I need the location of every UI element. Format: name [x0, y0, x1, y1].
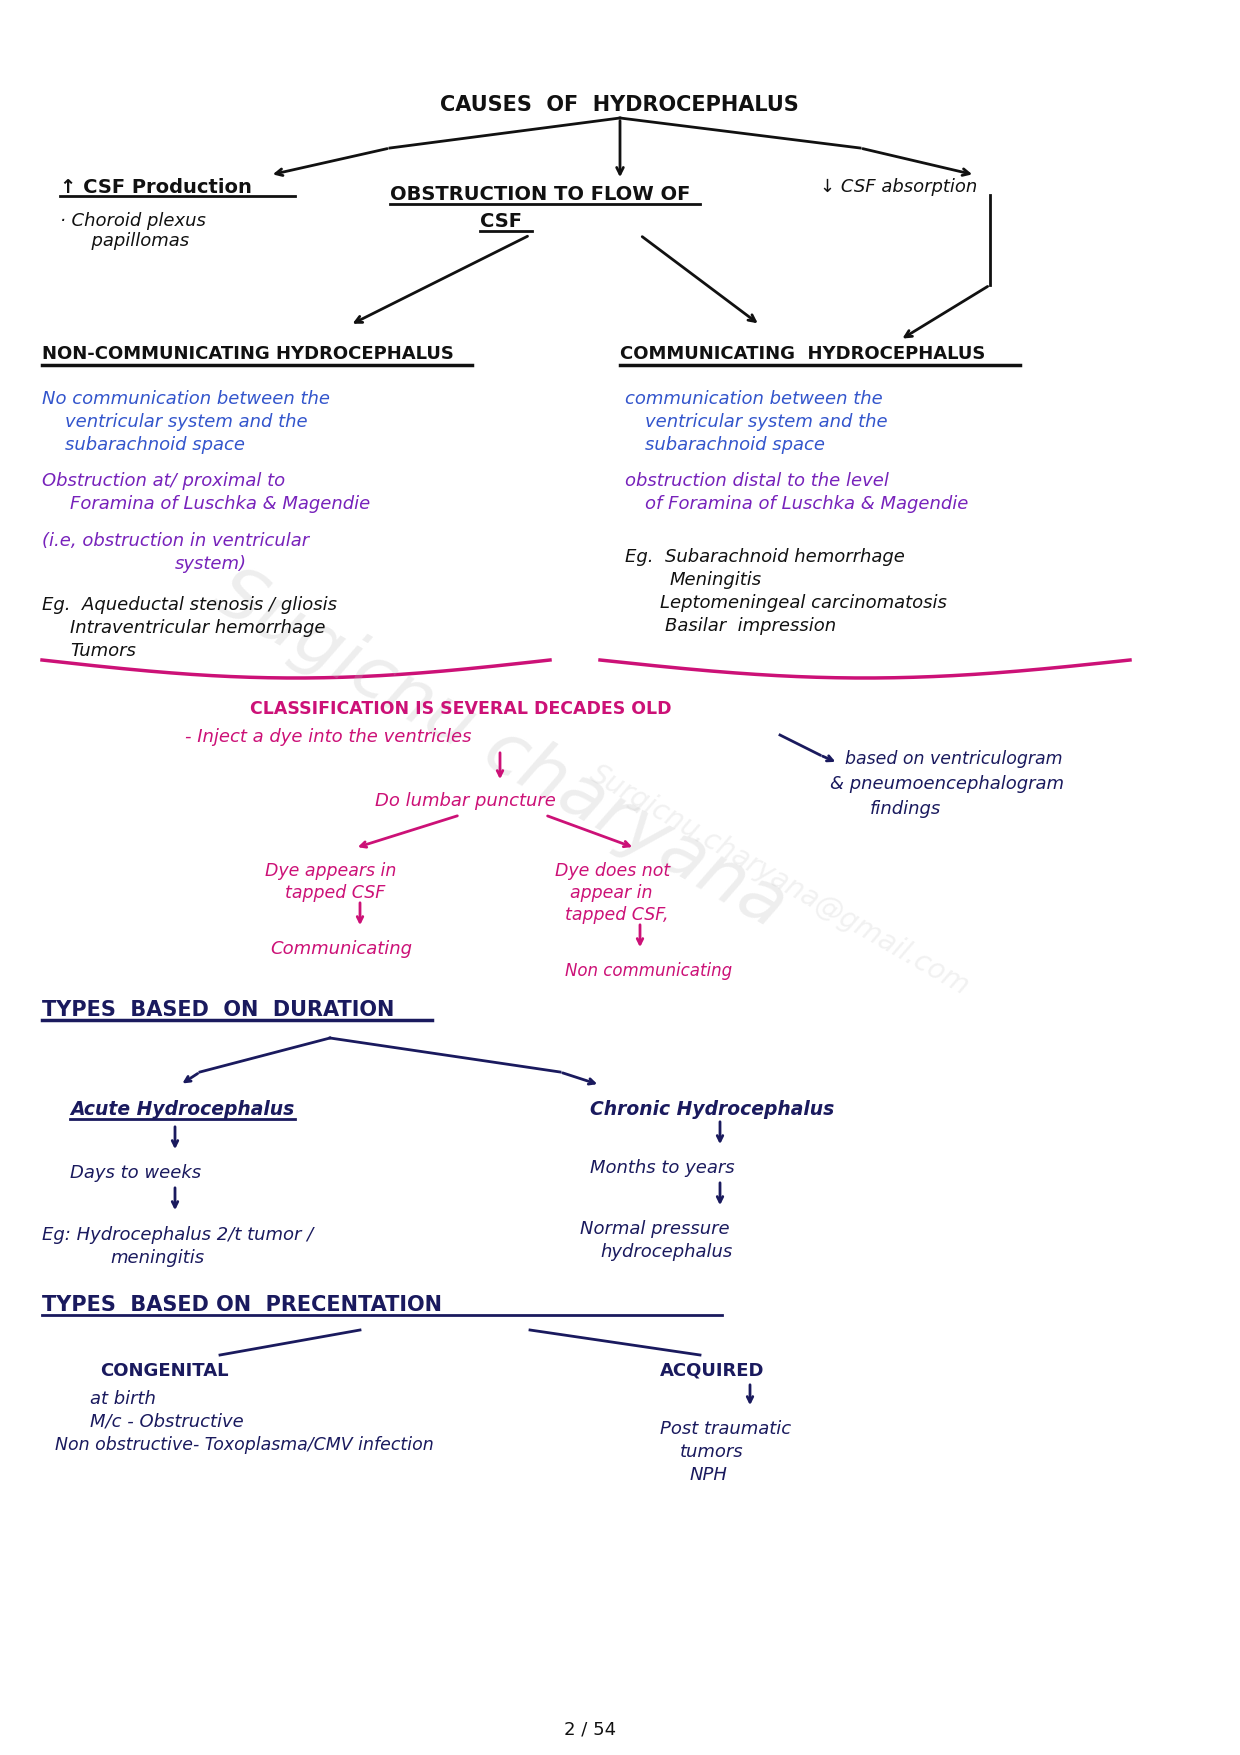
Text: (i.e, obstruction in ventricular: (i.e, obstruction in ventricular [42, 532, 309, 549]
Text: tumors: tumors [680, 1443, 744, 1460]
Text: subarachnoid space: subarachnoid space [645, 435, 825, 455]
Text: ventricular system and the: ventricular system and the [64, 412, 308, 432]
Text: · Choroid plexus: · Choroid plexus [60, 212, 206, 230]
Text: Post traumatic: Post traumatic [660, 1420, 791, 1437]
Text: appear in: appear in [570, 885, 652, 902]
Text: NPH: NPH [689, 1465, 728, 1485]
Text: tapped CSF,: tapped CSF, [565, 906, 668, 923]
Text: Non communicating: Non communicating [565, 962, 732, 979]
Text: CLASSIFICATION IS SEVERAL DECADES OLD: CLASSIFICATION IS SEVERAL DECADES OLD [250, 700, 672, 718]
Text: ↑ CSF Production: ↑ CSF Production [60, 177, 252, 197]
Text: Intraventricular hemorrhage: Intraventricular hemorrhage [69, 620, 325, 637]
Text: ACQUIRED: ACQUIRED [660, 1362, 765, 1379]
Text: communication between the: communication between the [625, 390, 883, 407]
Text: CAUSES  OF  HYDROCEPHALUS: CAUSES OF HYDROCEPHALUS [440, 95, 799, 116]
Text: Tumors: Tumors [69, 642, 136, 660]
Text: Leptomeningeal carcinomatosis: Leptomeningeal carcinomatosis [660, 593, 947, 612]
Text: of Foramina of Luschka & Magendie: of Foramina of Luschka & Magendie [645, 495, 968, 512]
Text: & pneumoencephalogram: & pneumoencephalogram [830, 776, 1064, 793]
Text: - Inject a dye into the ventricles: - Inject a dye into the ventricles [185, 728, 471, 746]
Text: No communication between the: No communication between the [42, 390, 330, 407]
Text: TYPES  BASED  ON  DURATION: TYPES BASED ON DURATION [42, 1000, 394, 1020]
Text: Do lumbar puncture: Do lumbar puncture [374, 792, 556, 811]
Text: Eg: Hydrocephalus 2/t tumor /: Eg: Hydrocephalus 2/t tumor / [42, 1227, 314, 1244]
Text: findings: findings [870, 800, 941, 818]
Text: ventricular system and the: ventricular system and the [645, 412, 888, 432]
Text: ↓ CSF absorption: ↓ CSF absorption [820, 177, 977, 197]
Text: Months to years: Months to years [590, 1158, 734, 1178]
Text: system): system) [175, 555, 247, 572]
Text: CONGENITAL: CONGENITAL [100, 1362, 228, 1379]
Text: subarachnoid space: subarachnoid space [64, 435, 246, 455]
Text: CSF: CSF [480, 212, 522, 232]
Text: Normal pressure: Normal pressure [580, 1220, 729, 1237]
Text: TYPES  BASED ON  PRECENTATION: TYPES BASED ON PRECENTATION [42, 1295, 441, 1314]
Text: Chronic Hydrocephalus: Chronic Hydrocephalus [590, 1100, 835, 1120]
Text: Eg.  Aqueductal stenosis / gliosis: Eg. Aqueductal stenosis / gliosis [42, 597, 337, 614]
Text: at birth: at birth [91, 1390, 156, 1408]
Text: Foramina of Luschka & Magendie: Foramina of Luschka & Magendie [69, 495, 371, 512]
Text: meningitis: meningitis [110, 1250, 205, 1267]
Text: Communicating: Communicating [270, 941, 412, 958]
Text: NON-COMMUNICATING HYDROCEPHALUS: NON-COMMUNICATING HYDROCEPHALUS [42, 346, 454, 363]
Text: COMMUNICATING  HYDROCEPHALUS: COMMUNICATING HYDROCEPHALUS [620, 346, 986, 363]
Text: Acute Hydrocephalus: Acute Hydrocephalus [69, 1100, 294, 1120]
Text: Meningitis: Meningitis [670, 570, 763, 590]
Text: obstruction distal to the level: obstruction distal to the level [625, 472, 889, 490]
Text: Eg.  Subarachnoid hemorrhage: Eg. Subarachnoid hemorrhage [625, 548, 905, 567]
Text: Sugicnu charyana: Sugicnu charyana [202, 558, 799, 942]
Text: Dye does not: Dye does not [556, 862, 671, 879]
Text: hydrocephalus: hydrocephalus [600, 1243, 733, 1262]
Text: OBSTRUCTION TO FLOW OF: OBSTRUCTION TO FLOW OF [391, 184, 691, 204]
Text: Obstruction at/ proximal to: Obstruction at/ proximal to [42, 472, 285, 490]
Text: based on ventriculogram: based on ventriculogram [844, 749, 1063, 769]
Text: Basilar  impression: Basilar impression [665, 618, 836, 635]
Text: Non obstructive- Toxoplasma/CMV infection: Non obstructive- Toxoplasma/CMV infectio… [55, 1436, 434, 1453]
Text: papillomas: papillomas [81, 232, 190, 249]
Text: tapped CSF: tapped CSF [285, 885, 386, 902]
Text: Surgicnu.charyana@gmail.com: Surgicnu.charyana@gmail.com [585, 760, 975, 1000]
Text: Dye appears in: Dye appears in [265, 862, 397, 879]
Text: Days to weeks: Days to weeks [69, 1164, 201, 1183]
Text: M/c - Obstructive: M/c - Obstructive [91, 1413, 244, 1430]
Text: 2 / 54: 2 / 54 [564, 1720, 616, 1737]
